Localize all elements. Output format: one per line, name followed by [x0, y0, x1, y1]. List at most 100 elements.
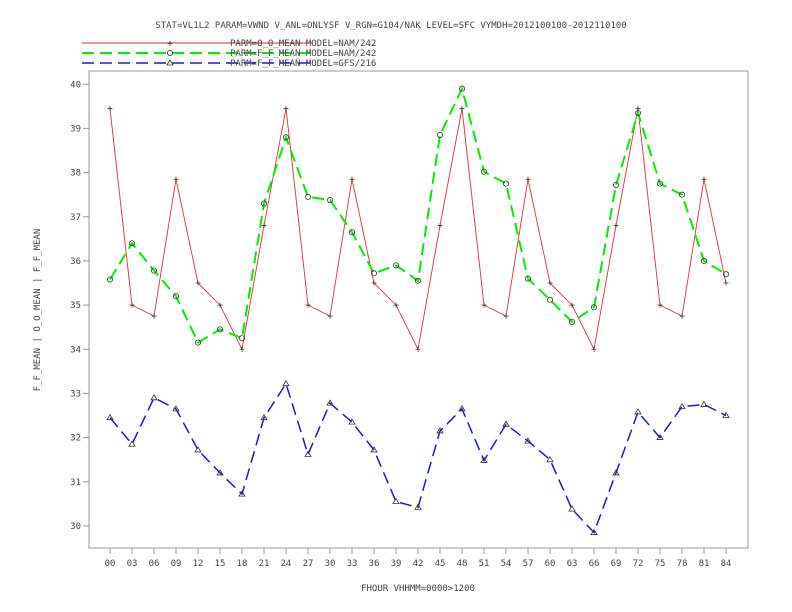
y-tick-label: 36: [70, 257, 81, 267]
data-point: [304, 193, 311, 200]
data-point: [436, 427, 444, 434]
data-point: [172, 293, 179, 300]
data-point: [701, 176, 707, 182]
data-point: [414, 503, 422, 510]
y-tick-label: 33: [70, 389, 81, 399]
plot-frame: [88, 70, 749, 549]
data-point: [128, 440, 136, 447]
data-point: [525, 275, 532, 282]
x-tick-label: 45: [435, 559, 446, 569]
x-tick-label: 03: [127, 559, 138, 569]
legend-triangle-marker: [166, 59, 174, 66]
data-point: [458, 405, 466, 412]
data-point: [282, 379, 290, 387]
data-point: [415, 346, 421, 352]
data-point: [459, 106, 465, 112]
data-point: [502, 420, 510, 427]
y-tick-label: 39: [70, 124, 81, 134]
x-tick-label: 39: [391, 559, 402, 569]
data-point: [481, 302, 487, 308]
y-tick-label: 37: [70, 213, 81, 223]
data-point: [393, 302, 399, 308]
data-point: [238, 490, 246, 497]
legend-circle-marker: [166, 50, 173, 57]
data-point: [547, 280, 553, 286]
series-line: [109, 381, 727, 534]
data-point: [260, 200, 267, 207]
data-point: [613, 223, 619, 229]
data-point: [283, 106, 289, 112]
x-tick-label: 21: [259, 559, 270, 569]
data-point: [349, 176, 355, 182]
data-point: [679, 313, 685, 319]
x-tick-label: 36: [369, 559, 380, 569]
data-point: [634, 408, 642, 415]
data-point: [723, 280, 729, 286]
data-point: [371, 280, 377, 286]
data-point: [173, 176, 179, 182]
data-point: [436, 132, 443, 139]
x-tick-label: 69: [611, 559, 622, 569]
data-point: [239, 346, 245, 352]
series-layer: [106, 85, 730, 535]
data-point: [217, 302, 223, 308]
data-point: [657, 302, 663, 308]
data-point: [370, 270, 377, 277]
data-point: [480, 168, 487, 175]
x-tick-label: 51: [479, 559, 490, 569]
x-tick-label: 63: [567, 559, 578, 569]
data-point: [612, 469, 620, 476]
data-point: [525, 176, 531, 182]
data-point: [348, 418, 356, 425]
x-tick-label: 54: [501, 559, 512, 569]
data-point: [591, 346, 597, 352]
x-tick-label: 15: [215, 559, 226, 569]
x-tick-label: 75: [655, 559, 666, 569]
x-axis: 00 03 06 09 12 15 18 21 24 27 30 33 36 39 42 45 48 51 54 57…: [105, 548, 732, 569]
data-point: [546, 455, 554, 463]
y-tick-label: 40: [70, 80, 81, 90]
x-tick-label: 42: [413, 559, 424, 569]
data-point: [238, 335, 245, 342]
data-point: [590, 528, 598, 535]
data-point: [194, 446, 202, 453]
data-point: [569, 302, 575, 308]
data-point: [656, 433, 664, 440]
data-point: [678, 402, 686, 410]
data-point: [128, 240, 135, 247]
data-point: [502, 180, 509, 187]
x-tick-label: 09: [171, 559, 182, 569]
legend-label-gfs: PARM=F_F_MEAN MODEL=GFS/216: [230, 59, 376, 69]
legend-plus-marker: +: [167, 39, 173, 50]
series-1: [107, 85, 730, 346]
x-tick-label: 84: [721, 559, 732, 569]
chart-title: STAT=VL1L2 PARAM=VWND V_ANL=ONLYSF V_RGN…: [155, 21, 626, 31]
data-point: [700, 400, 708, 407]
data-point: [216, 326, 223, 333]
x-tick-label: 60: [545, 559, 556, 569]
data-point: [194, 339, 201, 346]
data-point: [106, 413, 114, 421]
x-tick-label: 48: [457, 559, 468, 569]
x-tick-label: 30: [325, 559, 336, 569]
data-point: [107, 276, 114, 283]
data-point: [150, 394, 158, 401]
data-point: [701, 257, 708, 264]
x-tick-label: 66: [589, 559, 600, 569]
x-tick-label: 27: [303, 559, 314, 569]
data-point: [568, 505, 576, 512]
series-line: [109, 108, 727, 351]
data-point: [723, 271, 730, 278]
data-point: [480, 456, 488, 463]
data-point: [414, 277, 421, 284]
data-point: [172, 405, 180, 412]
y-tick-label: 35: [70, 301, 81, 311]
x-tick-label: 72: [633, 559, 644, 569]
y-tick-label: 38: [70, 169, 81, 179]
x-tick-label: 06: [149, 559, 160, 569]
y-axis-label: F_F_MEAN | O_O_MEAN | F_F_MEAN: [33, 229, 43, 392]
series-2: [106, 379, 730, 535]
y-tick-label: 31: [70, 478, 81, 488]
x-tick-label: 18: [237, 559, 248, 569]
